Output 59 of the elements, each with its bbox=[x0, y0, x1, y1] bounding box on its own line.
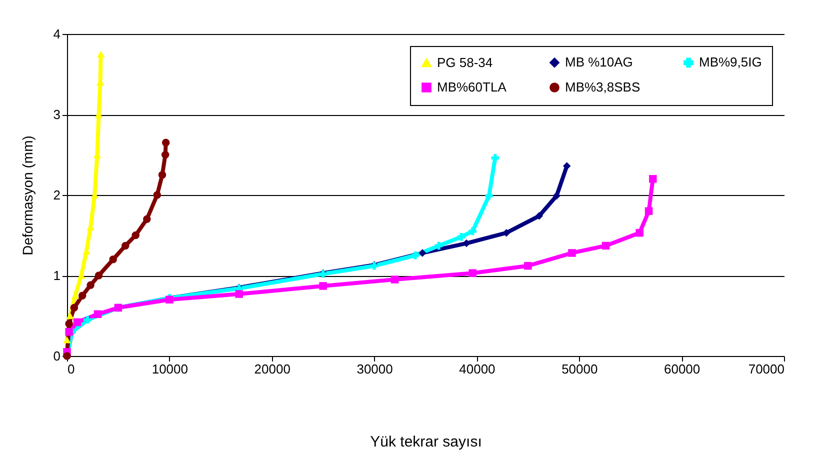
x-tick-label: 30000 bbox=[356, 362, 393, 376]
point bbox=[418, 249, 426, 257]
point bbox=[491, 154, 500, 162]
point bbox=[153, 191, 162, 199]
point bbox=[485, 192, 493, 200]
point bbox=[649, 175, 657, 183]
point bbox=[524, 262, 532, 270]
point bbox=[96, 50, 105, 58]
point bbox=[132, 231, 140, 240]
legend-label: MB%9,5IG bbox=[699, 54, 762, 70]
point bbox=[235, 290, 243, 298]
point bbox=[535, 212, 544, 220]
point bbox=[457, 232, 466, 241]
x-tick-label: 10000 bbox=[152, 362, 188, 376]
x-tick-label: 20000 bbox=[254, 362, 290, 376]
point bbox=[636, 228, 644, 237]
y-tick-label: 0 bbox=[53, 348, 60, 364]
y-tick-label: 3 bbox=[53, 107, 60, 122]
point bbox=[552, 192, 560, 200]
point bbox=[162, 138, 170, 147]
point bbox=[63, 336, 71, 344]
x-axis-title: Yük tekrar sayısı bbox=[370, 434, 482, 450]
point bbox=[66, 312, 74, 320]
point bbox=[86, 281, 94, 290]
point bbox=[602, 242, 610, 250]
point bbox=[390, 276, 399, 284]
point bbox=[644, 207, 653, 215]
point bbox=[109, 256, 117, 264]
point bbox=[158, 171, 166, 179]
y-tick-label: 2 bbox=[53, 188, 60, 202]
point bbox=[143, 215, 151, 224]
y-axis-title: Deformasyon (mm) bbox=[19, 136, 36, 256]
x-tick-label: 40000 bbox=[459, 362, 496, 376]
point bbox=[562, 162, 571, 170]
x-tick-label: 50000 bbox=[562, 362, 598, 376]
x-tick-label: 70000 bbox=[748, 362, 784, 376]
x-tick-label: 0 bbox=[68, 362, 75, 376]
legend-label: MB%60TLA bbox=[437, 80, 507, 94]
point bbox=[70, 304, 78, 312]
point bbox=[94, 310, 102, 318]
point bbox=[434, 242, 443, 250]
point bbox=[411, 252, 420, 260]
point bbox=[468, 269, 476, 277]
x-tick-label: 60000 bbox=[664, 362, 700, 376]
y-tick-label: 1 bbox=[53, 268, 60, 283]
point bbox=[78, 292, 86, 300]
legend-label: MB%3,8SBS bbox=[565, 80, 640, 94]
point bbox=[568, 249, 576, 257]
point bbox=[122, 242, 130, 250]
point bbox=[65, 320, 73, 328]
legend-label: MB %10AG bbox=[565, 54, 633, 70]
point bbox=[94, 272, 103, 280]
point bbox=[65, 328, 73, 336]
legend-label: PG 58-34 bbox=[437, 54, 493, 70]
point bbox=[161, 150, 170, 159]
point bbox=[73, 318, 82, 326]
point bbox=[468, 227, 476, 236]
y-tick-label: 4 bbox=[53, 26, 60, 42]
point bbox=[319, 282, 327, 290]
